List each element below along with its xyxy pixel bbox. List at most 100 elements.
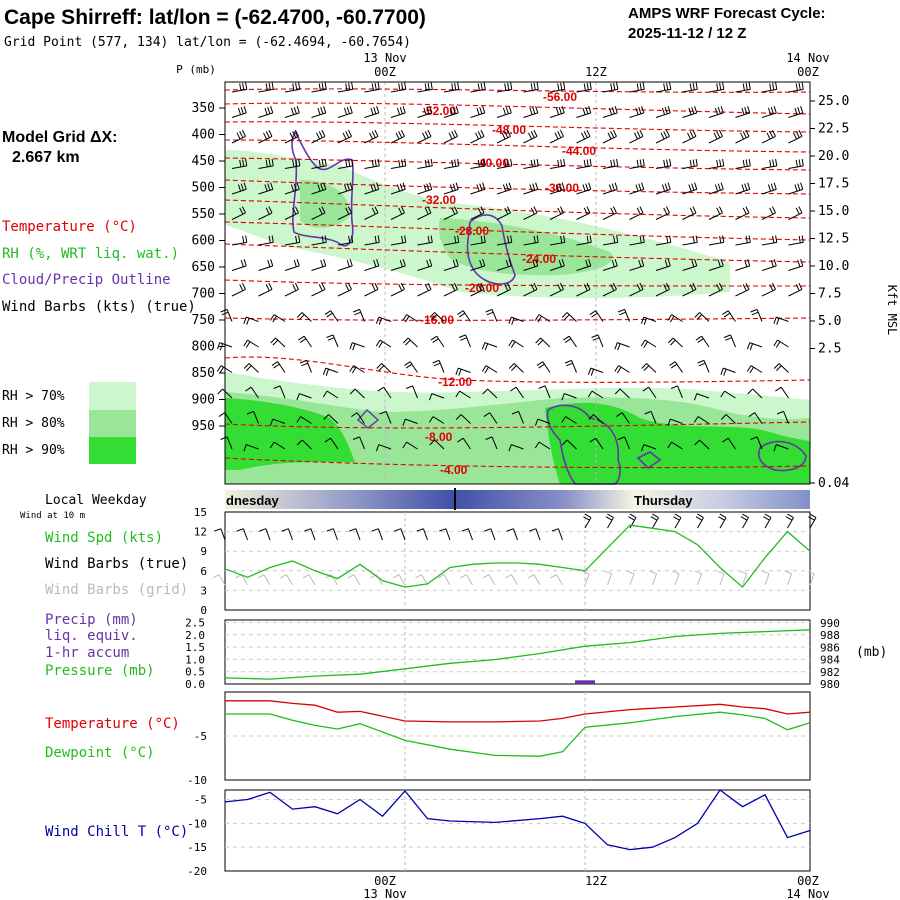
wind-barb — [523, 282, 538, 297]
wind-barb — [510, 386, 524, 399]
height-tick-label: 10.0 — [818, 259, 849, 274]
wind-barb — [549, 106, 565, 118]
wind-barb — [549, 182, 565, 195]
wind-barb — [390, 182, 406, 195]
pressure-line — [224, 629, 811, 680]
pressure-unit: (mb) — [856, 645, 887, 660]
axis-tick-label: -10 — [187, 817, 207, 830]
precip-label: Precip (mm) — [45, 612, 138, 628]
wind-barb — [576, 129, 591, 144]
wind-barb — [496, 282, 511, 297]
cloud-outline-lower-right — [546, 404, 807, 485]
rh-90-lower-region — [225, 398, 810, 484]
pressure-tick-label: 700 — [192, 287, 215, 302]
wind-barb — [460, 574, 473, 586]
wind-barb — [746, 342, 763, 351]
wind-barb — [576, 206, 591, 220]
legend-rh: RH (%, WRT liq. wat.) — [2, 246, 179, 262]
wind-barb — [720, 367, 736, 376]
isotherm-label-12: -12.00 — [438, 375, 472, 389]
wind-barb — [602, 182, 618, 195]
wind-barb — [604, 570, 613, 586]
axis-tick-label: -5 — [194, 730, 207, 743]
upper-air-wind-barbs — [216, 82, 804, 452]
wind-barb — [496, 158, 513, 169]
wind-barb — [376, 363, 392, 373]
precip-accum-label: 1-hr accum — [45, 645, 129, 661]
wind-barb — [587, 390, 604, 399]
wind-barb — [694, 312, 710, 322]
wind-barb — [390, 206, 405, 220]
wind-barb — [655, 129, 670, 144]
wind-barb — [602, 106, 618, 118]
wind-barb — [443, 206, 458, 220]
wind-barb — [740, 513, 749, 529]
rh-90-label: RH > 90% — [2, 443, 65, 458]
wind-barb — [337, 235, 354, 246]
wind-barb — [496, 206, 511, 220]
wind-barb — [443, 129, 458, 144]
wind-barb — [602, 259, 618, 271]
wind-barb — [216, 365, 233, 374]
wind-barb — [589, 437, 604, 450]
wind-barb — [644, 410, 657, 424]
surface-wind-barbs — [212, 513, 817, 586]
wind-barb — [311, 282, 326, 297]
wind-barb — [746, 365, 763, 374]
wind-barb — [642, 386, 657, 399]
wind-barb — [788, 259, 804, 271]
wind-barb — [258, 158, 274, 169]
axis-tick-label: 1.0 — [185, 653, 205, 666]
wind-panel: Wind Spd (kts) Wind Barbs (true) Wind Ba… — [45, 506, 817, 617]
wind-barb — [470, 235, 486, 246]
wind-barb — [616, 412, 630, 424]
pressure-tick-label: 500 — [192, 181, 215, 196]
wind-barb — [280, 574, 293, 586]
wind-barb — [534, 441, 551, 450]
wind-barb — [417, 158, 433, 169]
axis-tick-label: 9 — [200, 545, 207, 558]
wind-barb — [347, 574, 361, 586]
wind-barb — [549, 282, 564, 297]
height-tick-label: 17.5 — [818, 177, 849, 192]
rh-70-label: RH > 70% — [2, 389, 65, 404]
precip-panel-grid — [225, 620, 810, 684]
wind-barb — [761, 82, 778, 93]
wind-barb — [323, 414, 339, 424]
wind-barb — [296, 312, 312, 322]
pressure-tick-label: 800 — [192, 340, 215, 355]
wind-barb — [718, 513, 727, 529]
wind-barb — [443, 235, 460, 246]
axis-tick-label: 980 — [820, 678, 840, 691]
wind-barb — [390, 129, 405, 144]
wind-barb — [324, 310, 339, 322]
local-weekday-label: Local Weekday — [45, 493, 147, 508]
wind-panel-frame — [224, 511, 811, 611]
wind-barb — [217, 388, 233, 399]
wind-barb — [506, 528, 518, 541]
wind-chill-panel-frame — [224, 789, 811, 872]
wind-barb — [284, 206, 299, 220]
wind-barb — [311, 235, 327, 246]
wind-barb — [364, 206, 379, 220]
wind-barb — [761, 129, 776, 144]
wind-barb — [720, 390, 736, 399]
wind-barb — [326, 528, 338, 541]
rh-80-region — [300, 180, 613, 276]
wind-barb — [455, 367, 471, 376]
pressure-tick-label: 400 — [192, 128, 215, 143]
wind-barb — [534, 418, 551, 426]
legend-wind-barbs: Wind Barbs (kts) (true) — [2, 299, 196, 315]
axis-tick-label: -5 — [194, 794, 207, 807]
wind-barb — [485, 436, 498, 450]
wind-barb — [735, 235, 751, 246]
wind-barb — [352, 436, 365, 450]
wind-barb — [364, 106, 380, 118]
wind-chill-label: Wind Chill T (°C) — [45, 824, 188, 840]
wind-barb — [722, 437, 736, 450]
pressure-tick-label: 650 — [192, 260, 215, 275]
bottom-date-14nov: 14 Nov — [786, 887, 829, 900]
wind-barb — [508, 316, 524, 325]
wind-barb — [482, 388, 498, 399]
